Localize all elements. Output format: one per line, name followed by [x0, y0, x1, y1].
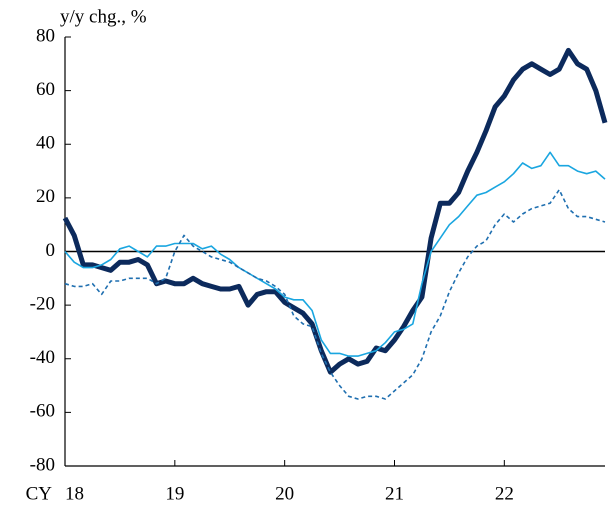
y-tick-label: 20	[36, 186, 55, 207]
y-axis-label: y/y chg., %	[60, 6, 147, 27]
y-tick-label: 60	[36, 79, 55, 100]
y-tick-label: 40	[36, 133, 55, 154]
x-tick-label: 19	[165, 483, 184, 504]
y-tick-label: 80	[36, 25, 55, 46]
y-tick-label: -60	[30, 401, 55, 422]
line-series	[62, 47, 608, 375]
x-axis-label: CY	[26, 483, 53, 504]
x-tick-label: 21	[385, 483, 404, 504]
y-tick-label: -80	[30, 454, 55, 475]
x-tick-label: 22	[495, 483, 514, 504]
x-tick-label: 18	[65, 483, 84, 504]
x-tick-label: 20	[275, 483, 294, 504]
y-tick-label: -40	[30, 347, 55, 368]
y-tick-label: -20	[30, 293, 55, 314]
y-tick-label: 0	[46, 240, 56, 261]
line-series	[64, 151, 606, 357]
